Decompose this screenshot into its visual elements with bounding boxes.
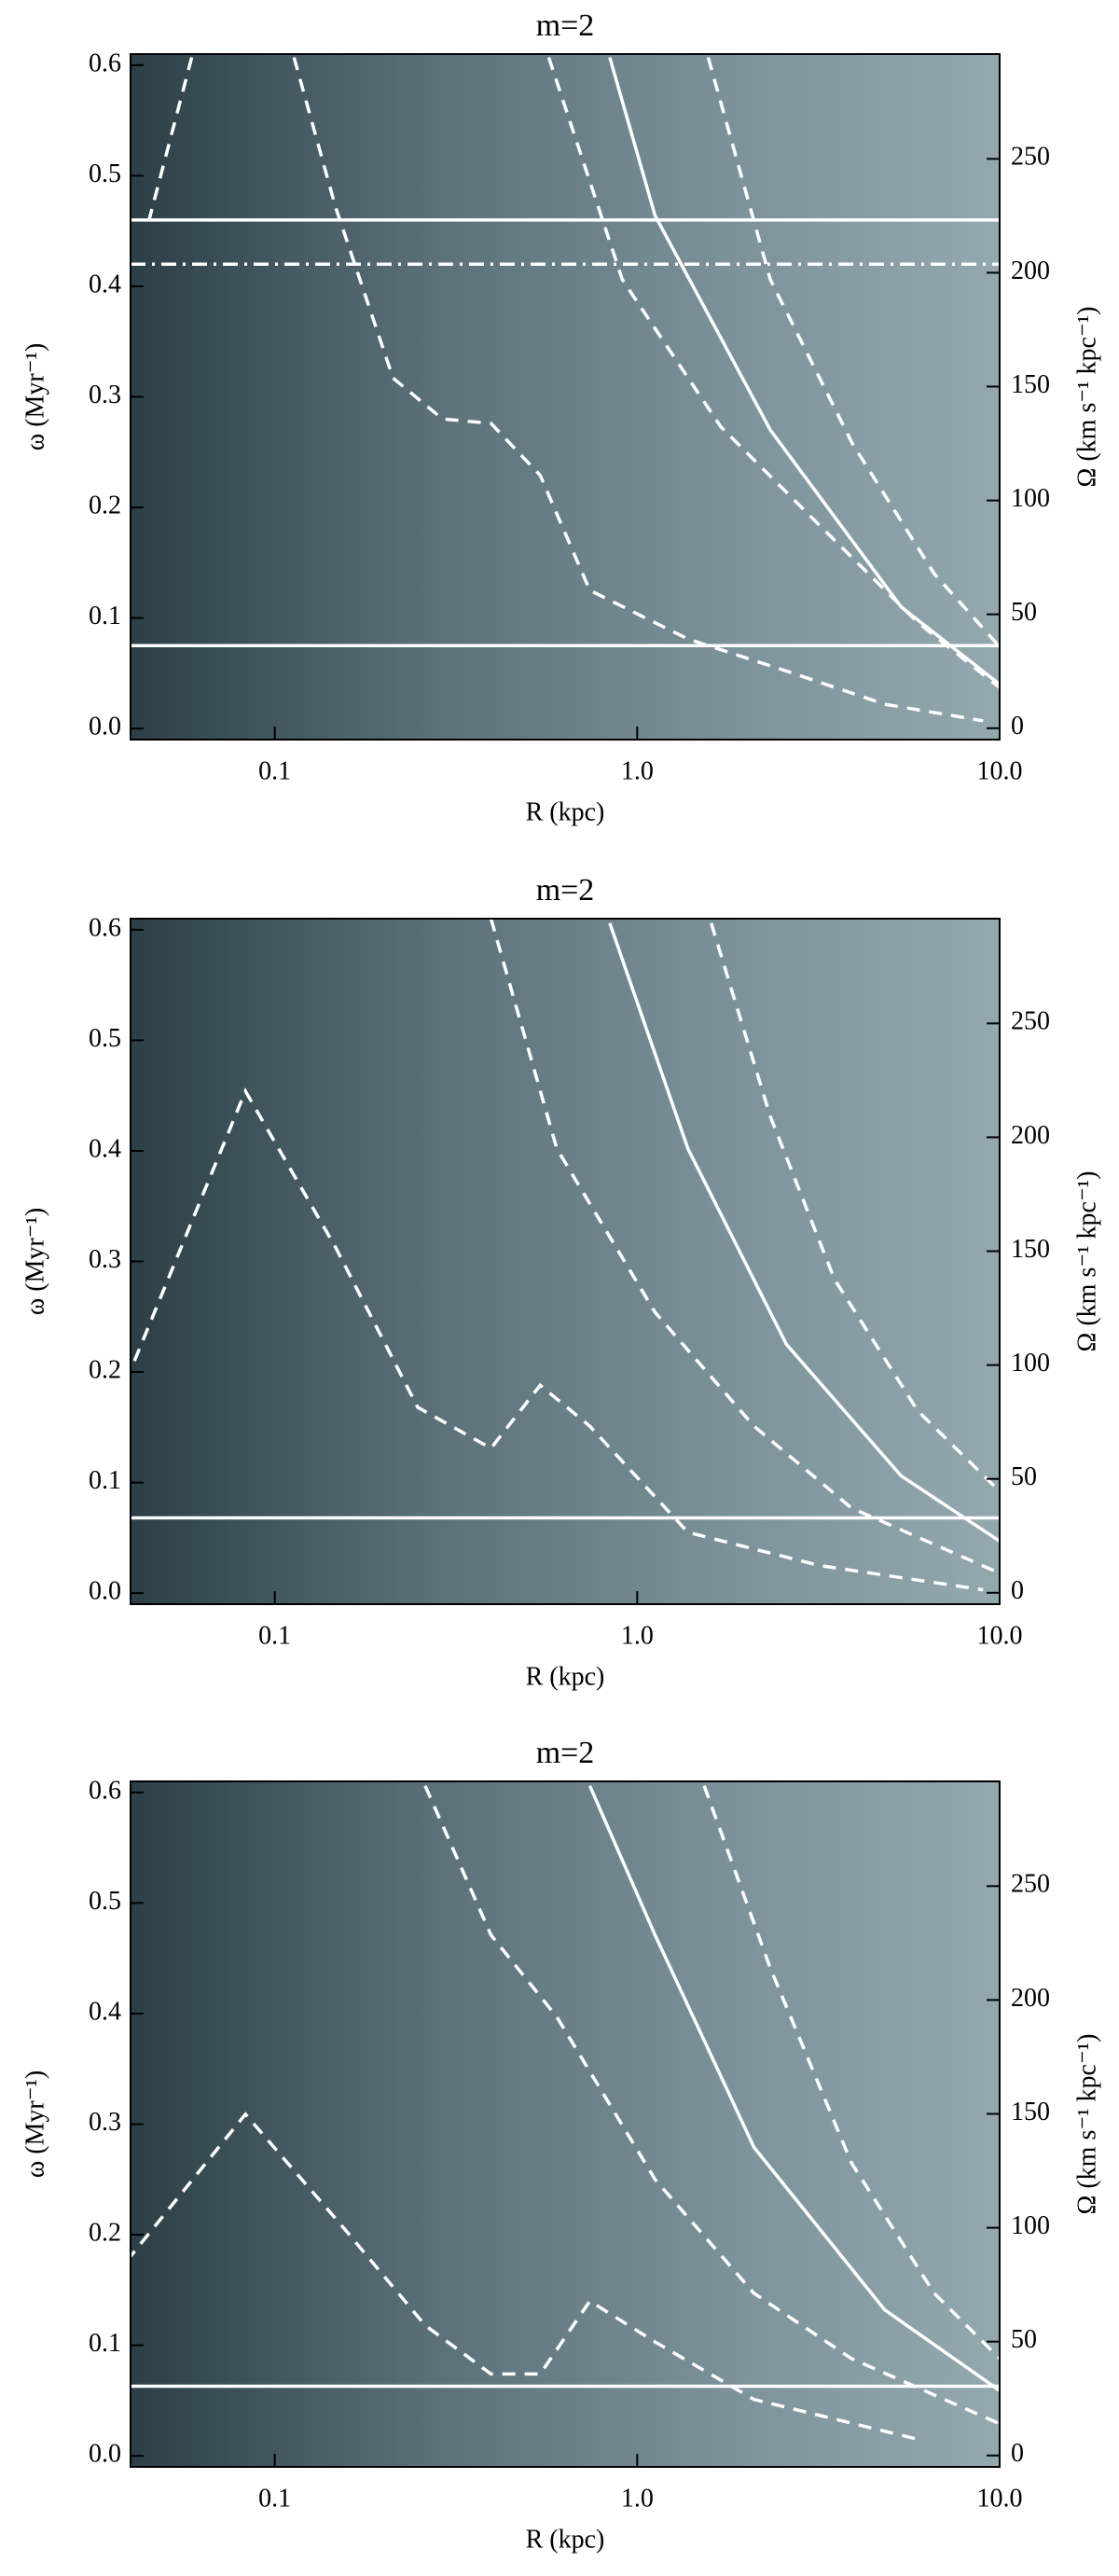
x-tick-label: 0.1 <box>258 2484 291 2513</box>
curve <box>702 1785 1000 2361</box>
x-tick-label: 1.0 <box>621 2484 654 2513</box>
y2-tick-label: 0 <box>1011 2439 1024 2468</box>
y-tick-label: 0.6 <box>89 913 121 942</box>
y-tick-label: 0.6 <box>89 48 121 77</box>
spectrogram-background <box>131 54 1000 740</box>
curve <box>132 1087 984 1592</box>
y-tick-label: 0.0 <box>89 1577 121 1606</box>
panel: m=2 0.1 1.0 10.0 0.0 0.1 0.2 0.3 0.4 0.5 0.6 0 50 100… <box>21 1736 1101 2555</box>
y2-tick-label: 0 <box>1011 712 1024 741</box>
x-tick-label: 1.0 <box>621 1621 654 1650</box>
y2-tick-label: 200 <box>1011 256 1050 285</box>
curve <box>423 1785 1000 2426</box>
y-tick-label: 0.0 <box>89 713 121 741</box>
y2-axis-title: Ω (km s⁻¹ kpc⁻¹) <box>1072 1171 1101 1352</box>
y2-tick-label: 250 <box>1011 143 1050 172</box>
y-tick-label: 0.0 <box>89 2440 121 2469</box>
y-tick-label: 0.1 <box>89 1466 121 1495</box>
x-tick-label: 1.0 <box>621 756 654 785</box>
spectrogram-background <box>131 919 1000 1604</box>
y2-tick-label: 200 <box>1011 1121 1050 1150</box>
x-axis-title: R (kpc) <box>526 797 605 826</box>
x-tick-label: 0.1 <box>258 756 291 785</box>
y-tick-label: 0.1 <box>89 2329 121 2358</box>
y2-tick-label: 250 <box>1011 1007 1050 1036</box>
y-tick-label: 0.2 <box>89 491 121 519</box>
y2-tick-label: 200 <box>1011 1984 1050 2013</box>
y-tick-label: 0.4 <box>89 1997 121 2026</box>
y-tick-label: 0.5 <box>89 1024 121 1053</box>
y2-tick-label: 50 <box>1011 2325 1037 2354</box>
y-tick-label: 0.5 <box>89 1887 121 1916</box>
y-axis-title: ω (Myr⁻¹) <box>21 2070 49 2178</box>
curve <box>292 57 984 723</box>
y2-tick-label: 250 <box>1011 1870 1050 1899</box>
curve <box>608 922 1000 1543</box>
panel: m=2 0.1 1.0 10.0 0.0 0.1 0.2 0.3 0.4 0.5 0.6 0 50 100… <box>21 8 1101 827</box>
curve <box>706 57 1000 648</box>
y2-tick-label: 100 <box>1011 484 1050 513</box>
y2-tick-label: 50 <box>1011 598 1037 627</box>
y-tick-label: 0.4 <box>89 270 121 298</box>
curve <box>709 922 1000 1493</box>
x-tick-label: 10.0 <box>977 2484 1023 2513</box>
x-axis-title: R (kpc) <box>526 2525 605 2554</box>
spectrogram-background <box>131 1781 1000 2467</box>
chart-title: m=2 <box>536 8 595 43</box>
x-tick-label: 0.1 <box>258 1621 291 1650</box>
y2-tick-label: 150 <box>1011 370 1050 399</box>
y-tick-label: 0.3 <box>89 1245 121 1274</box>
y-tick-label: 0.6 <box>89 1776 121 1805</box>
curve <box>147 57 194 221</box>
y2-tick-label: 0 <box>1011 1576 1024 1605</box>
y2-tick-label: 100 <box>1011 2211 1050 2240</box>
chart-title: m=2 <box>536 1736 595 1770</box>
x-axis-title: R (kpc) <box>526 1662 605 1691</box>
y2-tick-label: 100 <box>1011 1349 1050 1378</box>
y-tick-label: 0.1 <box>89 602 121 630</box>
x-tick-label: 10.0 <box>977 1621 1023 1650</box>
y-tick-label: 0.3 <box>89 381 121 409</box>
y-axis-title: ω (Myr⁻¹) <box>21 343 49 450</box>
y-tick-label: 0.3 <box>89 2108 121 2137</box>
y2-tick-label: 150 <box>1011 2098 1050 2126</box>
y2-tick-label: 150 <box>1011 1235 1050 1264</box>
y-axis-title: ω (Myr⁻¹) <box>21 1208 49 1315</box>
curve <box>587 1785 1000 2392</box>
y2-axis-title: Ω (km s⁻¹ kpc⁻¹) <box>1072 307 1101 488</box>
y-tick-label: 0.2 <box>89 1355 121 1384</box>
y2-tick-label: 50 <box>1011 1462 1037 1491</box>
y2-axis-title: Ω (km s⁻¹ kpc⁻¹) <box>1072 2034 1101 2215</box>
panel: m=2 0.1 1.0 10.0 0.0 0.1 0.2 0.3 0.4 0.5 0.6 0 50 100… <box>21 873 1101 1692</box>
y-tick-label: 0.4 <box>89 1134 121 1163</box>
y-tick-label: 0.5 <box>89 159 121 188</box>
y-tick-label: 0.2 <box>89 2218 121 2247</box>
x-tick-label: 10.0 <box>977 756 1023 785</box>
curve <box>608 57 1000 686</box>
chart-title: m=2 <box>536 873 595 907</box>
curve <box>546 57 1000 689</box>
